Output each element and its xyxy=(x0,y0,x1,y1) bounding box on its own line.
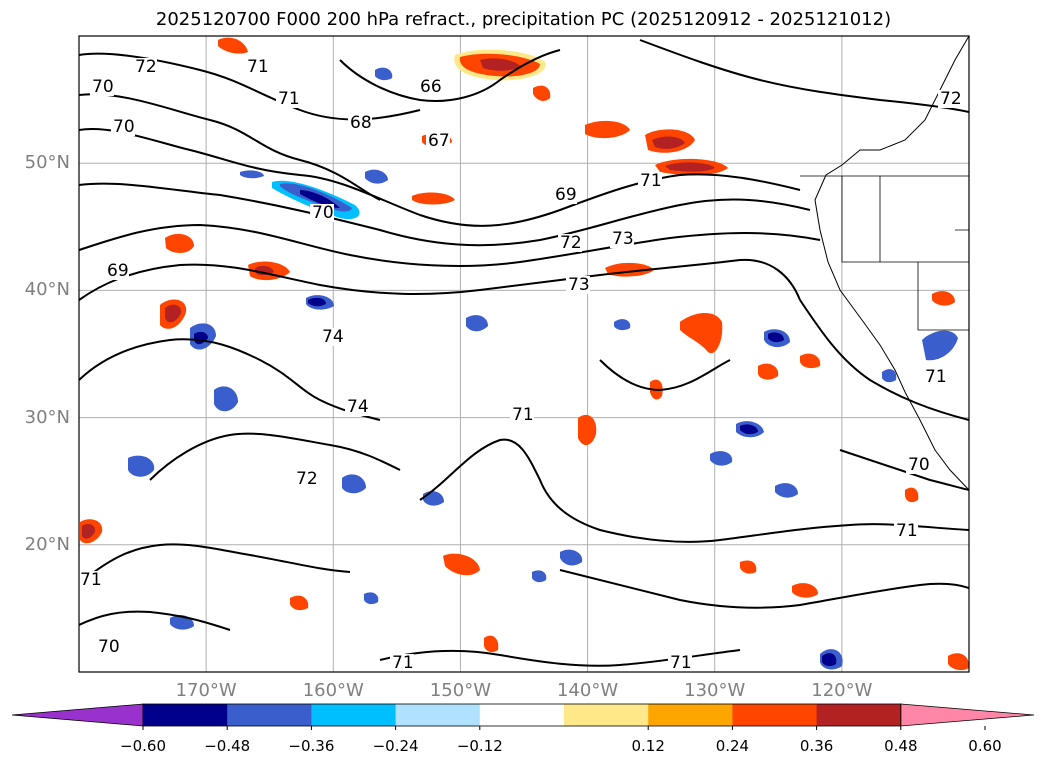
colorbar-extend-low xyxy=(11,703,144,727)
contour-label-bg xyxy=(105,262,129,280)
contour-labels: 72 70 71 66 70 68 67 71 72 70 69 71 72 73 69 73 74 74 71 72… xyxy=(78,57,962,673)
contour-label: 71 xyxy=(278,89,300,109)
contour-label: 71 xyxy=(512,405,534,425)
contour-label: 67 xyxy=(428,131,450,151)
colorbar-swatch xyxy=(143,704,228,726)
colorbar-swatch xyxy=(311,704,397,726)
latitude-label: 20°N xyxy=(24,533,70,555)
contour-label-bg xyxy=(310,204,334,222)
map-frame-fill xyxy=(79,36,969,672)
contour-label-bg xyxy=(668,654,692,672)
contour-label: 66 xyxy=(420,77,442,97)
contour-label-bg xyxy=(78,571,102,589)
colorbar-tick-label: −0.60 xyxy=(120,737,166,755)
contour-label: 71 xyxy=(640,171,662,191)
map-frame xyxy=(78,35,970,673)
colorbar-swatch xyxy=(395,704,481,726)
colorbar-swatch xyxy=(648,704,733,726)
colorbar-tick-label: 0.36 xyxy=(799,737,834,755)
colorbar-tick-label: 0.60 xyxy=(968,737,1002,755)
colorbar-swatch xyxy=(479,704,565,726)
latitude-label: 40°N xyxy=(24,279,70,301)
colorbar-outline xyxy=(142,703,902,727)
coastline xyxy=(814,36,969,491)
contour-label: 73 xyxy=(612,229,634,249)
contour-label: 71 xyxy=(392,653,414,673)
longitude-label: 170°W xyxy=(175,680,237,701)
contour-label-bg xyxy=(906,456,930,474)
contour-label-bg xyxy=(276,90,300,108)
contour-label: 73 xyxy=(568,275,590,295)
colorbar-swatch xyxy=(732,704,818,726)
colorbar-extend-high xyxy=(900,703,1035,727)
refractivity-contours xyxy=(79,39,969,667)
contour-label-bg xyxy=(345,398,369,416)
colorbar-tick-label: 0.12 xyxy=(631,737,665,755)
contour-label-bg xyxy=(90,78,114,96)
colorbar-tick-label: −0.48 xyxy=(204,737,251,755)
contour-label-bg xyxy=(938,90,962,108)
colorbar-tick-label: 0.24 xyxy=(715,737,750,755)
contour-label-bg xyxy=(111,118,135,136)
contour-label-bg xyxy=(558,234,582,252)
colorbar-tick-label: 0.48 xyxy=(884,737,918,755)
colorbar-swatch xyxy=(227,704,312,726)
latitude-label: 50°N xyxy=(24,152,70,174)
longitude-label: 160°W xyxy=(302,680,364,701)
contour-label: 71 xyxy=(80,570,102,590)
contour-label-bg xyxy=(610,230,634,248)
contour-label-bg xyxy=(638,172,662,190)
contour-label-bg xyxy=(320,328,344,346)
contour-label: 71 xyxy=(925,367,947,387)
precipitation-shading xyxy=(80,37,969,671)
contour-label: 72 xyxy=(296,469,318,489)
contour-label-bg xyxy=(566,276,590,294)
contour-label-bg xyxy=(96,638,120,656)
contour-label-bg xyxy=(348,114,372,132)
contour-label-bg xyxy=(133,58,157,76)
longitude-label: 120°W xyxy=(811,680,873,701)
contour-label: 71 xyxy=(670,653,692,673)
contour-label-bg xyxy=(894,522,918,540)
longitude-label: 130°W xyxy=(684,680,746,701)
colorbar-swatch xyxy=(564,704,649,726)
latitude-label: 30°N xyxy=(24,406,70,428)
contour-label: 69 xyxy=(107,261,129,281)
contour-label: 71 xyxy=(896,521,918,541)
longitude-label: 140°W xyxy=(556,680,619,701)
contour-label: 72 xyxy=(560,233,582,253)
contour-label-bg xyxy=(426,132,450,150)
contour-label-bg xyxy=(390,654,414,672)
contour-label: 72 xyxy=(940,89,962,109)
longitude-label: 150°W xyxy=(429,680,491,701)
contour-label: 70 xyxy=(92,77,114,97)
contour-label-bg xyxy=(923,368,947,386)
contour-label: 70 xyxy=(312,203,334,223)
contour-label: 74 xyxy=(347,397,369,417)
contour-label: 74 xyxy=(322,327,344,347)
contour-label: 68 xyxy=(350,113,372,133)
colorbar-tick-label: −0.36 xyxy=(288,737,335,755)
contour-label-bg xyxy=(294,470,318,488)
map-title: 2025120700 F000 200 hPa refract., precip… xyxy=(155,9,892,30)
positive-anomaly-blobs xyxy=(80,37,969,671)
colorbar-tick-label: −0.12 xyxy=(456,737,503,755)
colorbar xyxy=(11,703,1035,730)
contour-label: 72 xyxy=(135,57,157,77)
contour-label-bg xyxy=(553,186,577,204)
contour-label: 70 xyxy=(98,637,120,657)
contour-label: 69 xyxy=(555,185,577,205)
contour-label-bg xyxy=(510,406,534,424)
colorbar-tick-label: −0.24 xyxy=(372,737,419,755)
contour-label: 71 xyxy=(247,57,269,77)
contour-label-bg xyxy=(418,78,442,96)
colorbar-swatch xyxy=(816,704,902,726)
contour-label: 70 xyxy=(908,455,930,475)
contour-label: 70 xyxy=(113,117,135,137)
contour-label-bg xyxy=(245,58,269,76)
state-borders xyxy=(800,175,969,331)
